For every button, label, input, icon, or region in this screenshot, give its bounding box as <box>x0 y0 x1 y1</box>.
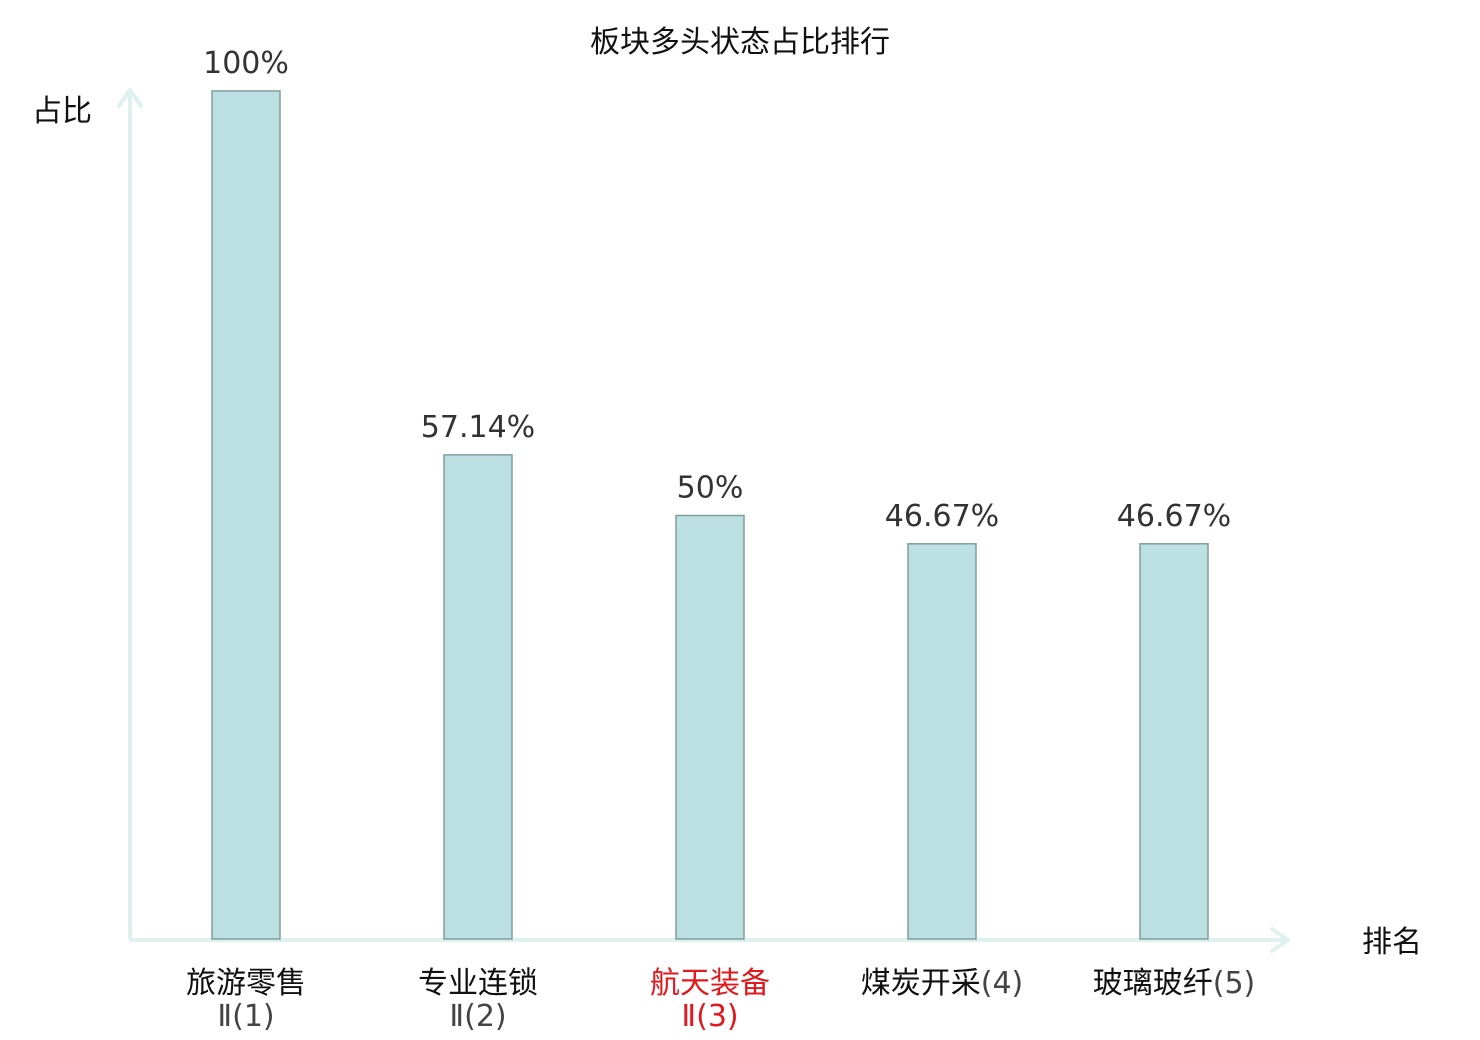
category-suffix-1: Ⅱ(1) <box>217 999 274 1034</box>
category-labels-group: 旅游零售 Ⅱ(1) 专业连锁 Ⅱ(2) 航天装备 Ⅱ(3) 煤炭开采(4) 玻璃玻纤(5) <box>186 966 1255 1034</box>
category-label-1: 旅游零售 Ⅱ(1) <box>186 966 306 1034</box>
y-axis-arrow <box>117 88 143 108</box>
category-name-3: 航天装备 <box>650 966 770 1001</box>
category-suffix-3: Ⅱ(3) <box>681 999 738 1034</box>
bars-group <box>211 90 1209 940</box>
x-axis <box>130 927 1290 953</box>
x-axis-label: 排名 <box>1362 925 1422 960</box>
category-name-1: 旅游零售 <box>186 966 306 1001</box>
x-axis-arrow <box>1270 927 1290 953</box>
bar-4 <box>907 543 977 940</box>
category-name-5: 玻璃玻纤 <box>1093 966 1213 1001</box>
value-label-3: 50% <box>677 471 744 506</box>
bar-5 <box>1139 543 1209 940</box>
category-name-4: 煤炭开采 <box>861 966 981 1001</box>
bar-3 <box>675 514 745 940</box>
category-name-2: 专业连锁 <box>418 966 538 1001</box>
value-label-4: 46.67% <box>885 499 999 534</box>
value-label-1: 100% <box>203 46 289 81</box>
bar-2 <box>443 454 513 940</box>
category-label-3: 航天装备 Ⅱ(3) <box>650 966 770 1034</box>
category-label-2: 专业连锁 Ⅱ(2) <box>418 966 538 1034</box>
category-label-5: 玻璃玻纤(5) <box>1093 966 1256 1001</box>
y-axis-label: 占比 <box>32 94 92 129</box>
value-label-5: 46.67% <box>1117 499 1231 534</box>
value-labels-group: 100% 57.14% 50% 46.67% 46.67% <box>203 46 1231 534</box>
y-axis <box>117 88 143 940</box>
category-suffix-5: (5) <box>1213 966 1256 1001</box>
category-suffix-2: Ⅱ(2) <box>449 999 506 1034</box>
bar-1 <box>211 90 281 940</box>
chart-title: 板块多头状态占比排行 <box>590 25 890 60</box>
category-label-4: 煤炭开采(4) <box>861 966 1024 1001</box>
value-label-2: 57.14% <box>421 410 535 445</box>
category-suffix-4: (4) <box>981 966 1024 1001</box>
